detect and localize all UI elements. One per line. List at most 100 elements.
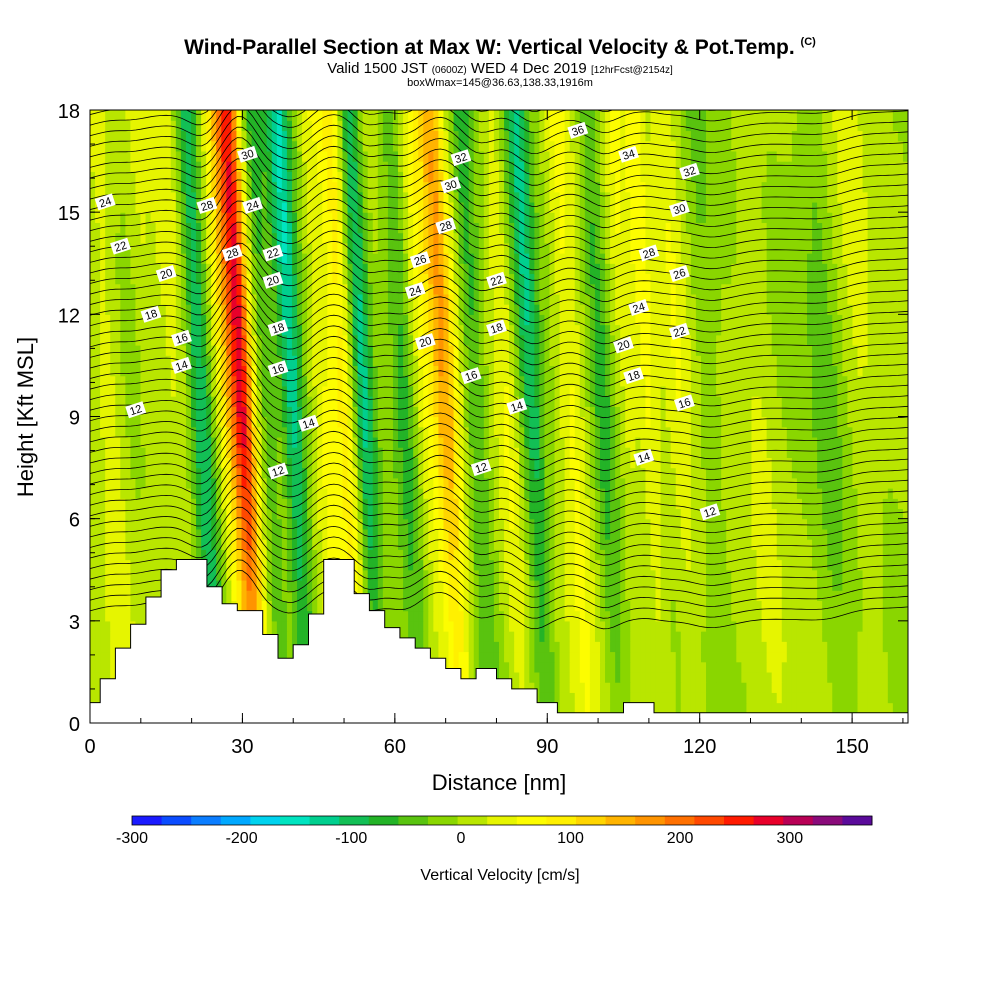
velocity-cell: [761, 436, 768, 448]
velocity-cell: [468, 406, 475, 418]
velocity-cell: [549, 579, 556, 591]
velocity-cell: [655, 447, 662, 458]
velocity-cell: [519, 467, 525, 479]
velocity-cell: [610, 539, 616, 550]
velocity-cell: [433, 600, 440, 612]
velocity-cell: [837, 426, 843, 438]
velocity-cell: [382, 600, 389, 612]
velocity-cell: [650, 477, 657, 489]
velocity-cell: [403, 579, 409, 591]
velocity-cell: [125, 559, 131, 571]
velocity-cell: [347, 426, 354, 438]
velocity-cell: [382, 457, 389, 469]
velocity-cell: [352, 579, 359, 591]
velocity-cell: [610, 682, 616, 693]
velocity-cell: [483, 641, 490, 653]
velocity-cell: [660, 436, 667, 448]
velocity-cell: [665, 416, 672, 428]
velocity-cell: [478, 528, 485, 540]
velocity-cell: [837, 518, 843, 530]
velocity-cell: [887, 671, 894, 683]
velocity-cell: [377, 436, 384, 448]
velocity-cell: [711, 457, 717, 469]
velocity-cell: [529, 569, 535, 581]
velocity-cell: [569, 457, 576, 469]
velocity-cell: [483, 416, 490, 428]
velocity-cell: [569, 406, 576, 418]
velocity-cell: [276, 610, 283, 622]
velocity-cell: [867, 447, 874, 458]
velocity-cell: [504, 569, 510, 581]
velocity-cell: [690, 406, 697, 418]
velocity-cell: [246, 579, 253, 591]
velocity-cell: [897, 579, 904, 591]
velocity-cell: [756, 559, 763, 571]
velocity-cell: [251, 508, 258, 520]
velocity-cell: [307, 477, 313, 489]
velocity-cell: [594, 682, 601, 693]
velocity-cell: [256, 539, 263, 550]
velocity-cell: [756, 508, 763, 520]
velocity-cell: [897, 641, 904, 653]
velocity-cell: [398, 406, 404, 418]
velocity-cell: [418, 467, 424, 479]
velocity-cell: [615, 436, 621, 448]
velocity-cell: [700, 457, 707, 469]
velocity-cell: [635, 406, 641, 418]
velocity-cell: [761, 620, 768, 632]
velocity-cell: [529, 518, 535, 530]
velocity-cell: [286, 539, 293, 550]
velocity-cell: [852, 539, 859, 550]
velocity-cell: [685, 416, 692, 428]
velocity-cell: [120, 610, 126, 622]
velocity-cell: [428, 406, 434, 418]
velocity-cell: [847, 457, 854, 469]
velocity-cell: [408, 416, 414, 428]
velocity-cell: [286, 508, 293, 520]
velocity-cell: [266, 549, 273, 561]
velocity-cell: [483, 651, 490, 663]
velocity-cell: [877, 692, 884, 704]
velocity-cell: [877, 498, 884, 510]
velocity-cell: [796, 457, 803, 469]
velocity-cell: [564, 447, 571, 458]
velocity-cell: [832, 600, 838, 612]
velocity-cell: [766, 610, 773, 622]
velocity-cell: [488, 406, 495, 418]
velocity-cell: [519, 651, 525, 663]
velocity-cell: [281, 579, 288, 591]
velocity-cell: [791, 661, 798, 673]
velocity-cell: [317, 549, 323, 561]
velocity-cell: [438, 477, 445, 489]
velocity-cell: [519, 488, 525, 499]
velocity-cell: [751, 436, 758, 448]
velocity-cell: [211, 559, 217, 571]
velocity-cell: [140, 488, 147, 499]
velocity-cell: [297, 518, 303, 530]
velocity-cell: [579, 406, 586, 418]
velocity-cell: [847, 631, 854, 642]
velocity-cell: [504, 406, 510, 418]
velocity-cell: [791, 631, 798, 642]
velocity-cell: [615, 528, 621, 540]
velocity-cell: [771, 447, 778, 458]
velocity-cell: [95, 539, 101, 550]
velocity-cell: [367, 477, 374, 489]
velocity-cell: [352, 518, 359, 530]
velocity-cell: [589, 600, 596, 612]
velocity-cell: [645, 518, 652, 530]
velocity-cell: [741, 600, 748, 612]
velocity-cell: [529, 488, 535, 499]
velocity-cell: [842, 682, 849, 693]
velocity-cell: [781, 641, 788, 653]
velocity-cell: [170, 508, 177, 520]
velocity-cell: [857, 641, 864, 653]
velocity-cell: [165, 549, 172, 561]
velocity-cell: [519, 549, 525, 561]
velocity-cell: [594, 406, 601, 418]
velocity-cell: [438, 447, 445, 458]
velocity-cell: [499, 631, 505, 642]
velocity-cell: [822, 559, 828, 571]
velocity-cell: [433, 590, 440, 601]
velocity-cell: [342, 457, 349, 469]
